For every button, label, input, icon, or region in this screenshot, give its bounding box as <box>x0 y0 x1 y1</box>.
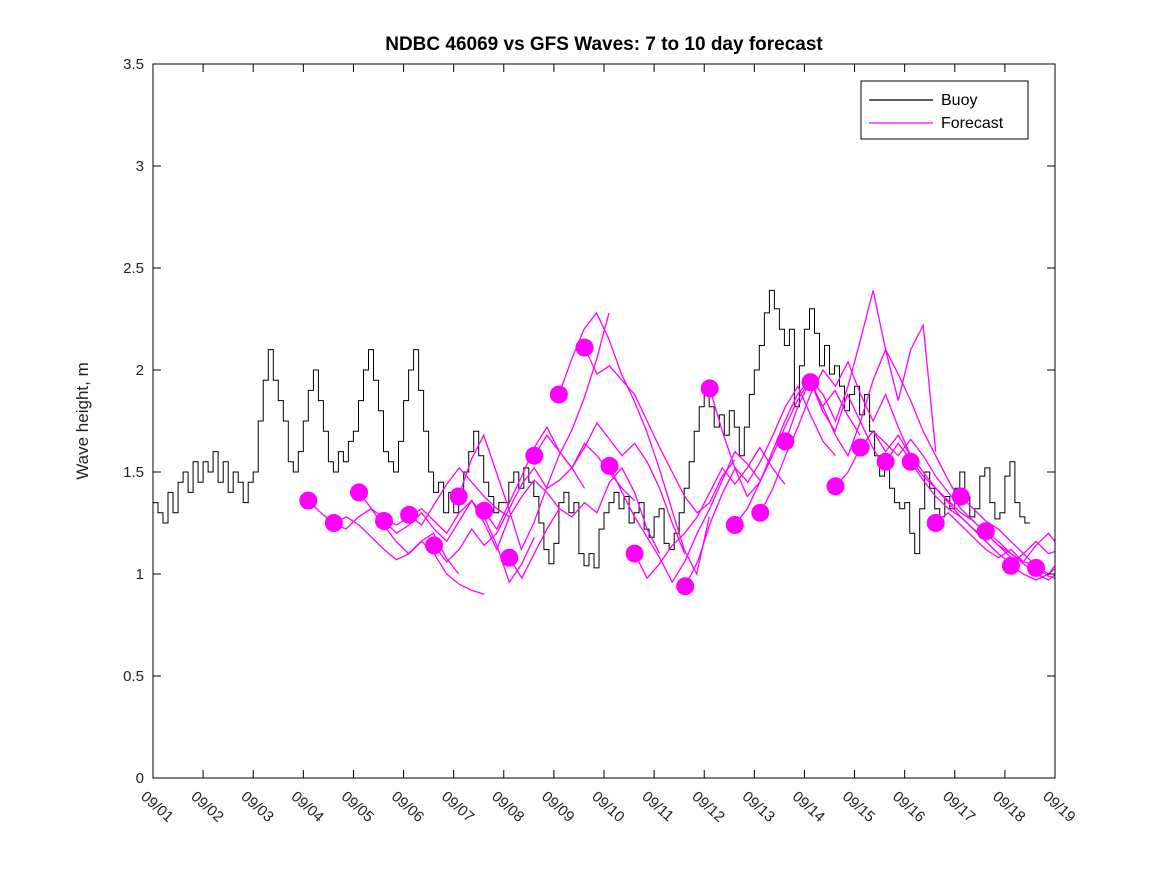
x-tick-label: 09/07 <box>438 788 477 826</box>
y-axis-label: Wave height, m <box>73 362 92 479</box>
forecast-run-line <box>1010 565 1056 581</box>
x-tick-label: 09/19 <box>1039 788 1078 826</box>
forecast-start-marker <box>475 501 494 520</box>
buoy-series-line <box>153 289 1030 569</box>
x-tick-label: 09/06 <box>388 788 427 826</box>
plot-layer: 09/01 09/02 09/03 09/04 09/05 09/06 09/07 09/08… <box>123 56 1078 826</box>
x-tick-label: 09/13 <box>739 788 778 826</box>
forecast-start-marker <box>299 491 318 510</box>
x-tick-label: 09/16 <box>889 788 928 826</box>
forecast-run-line <box>784 290 937 452</box>
x-tick-label: 09/01 <box>137 788 176 826</box>
legend-box <box>860 80 1029 140</box>
forecast-start-marker <box>1001 556 1020 575</box>
forecast-run-line <box>408 466 560 526</box>
x-tick-label: 09/08 <box>488 788 527 826</box>
legend-forecast-label: Forecast <box>941 115 1004 132</box>
forecast-start-marker <box>751 503 770 522</box>
forecast-start-marker <box>449 487 468 506</box>
x-tick-label: 09/02 <box>187 788 226 826</box>
forecast-start-marker <box>976 522 995 541</box>
forecast-start-marker <box>600 456 619 475</box>
y-tick-label: 0 <box>136 770 144 787</box>
y-tick-label: 3.5 <box>123 56 144 73</box>
y-tick-label: 1.5 <box>123 464 144 481</box>
forecast-start-marker <box>500 548 519 567</box>
forecast-start-marker <box>801 373 820 392</box>
x-tick-label: 09/04 <box>288 788 327 826</box>
forecast-run-line <box>583 347 736 514</box>
x-tick-label: 09/03 <box>238 788 277 826</box>
forecast-start-marker <box>851 438 870 457</box>
forecast-start-marker <box>901 452 920 471</box>
forecast-run-line <box>383 499 535 584</box>
forecast-start-marker <box>324 514 343 532</box>
forecast-start-marker <box>776 432 795 451</box>
x-tick-label: 09/14 <box>789 788 828 826</box>
y-tick-label: 1 <box>136 566 144 583</box>
forecast-start-marker <box>549 385 568 404</box>
forecast-run-line <box>458 312 610 552</box>
forecast-start-marker <box>425 536 444 555</box>
forecast-run-line <box>533 421 686 554</box>
forecast-start-marker <box>676 577 695 596</box>
forecast-run-line <box>508 466 661 580</box>
x-tick-label: 09/05 <box>338 788 377 826</box>
y-tick-label: 2 <box>136 362 144 379</box>
forecast-start-marker <box>575 338 594 357</box>
x-tick-label: 09/10 <box>588 788 627 826</box>
legend-buoy-label: Buoy <box>941 92 977 109</box>
y-tick-label: 3 <box>136 158 144 175</box>
forecast-start-marker <box>725 516 744 534</box>
forecast-start-marker <box>926 514 945 532</box>
forecast-run-line <box>935 511 1056 563</box>
x-tick-label: 09/17 <box>939 788 978 826</box>
forecast-start-marker <box>876 452 895 471</box>
x-tick-label: 09/15 <box>839 788 878 826</box>
forecast-run-line <box>333 516 485 596</box>
x-tick-label: 09/12 <box>689 788 728 826</box>
y-tick-label: 2.5 <box>123 260 144 277</box>
forecast-start-marker <box>400 505 419 524</box>
forecast-start-marker <box>350 483 368 502</box>
forecast-run-line <box>910 461 1056 565</box>
forecast-run-line <box>809 348 962 503</box>
forecast-start-marker <box>700 379 719 398</box>
forecast-run-line <box>608 450 761 584</box>
forecast-run-line <box>558 311 710 576</box>
x-tick-label: 09/18 <box>989 788 1028 826</box>
x-tick-label: 09/09 <box>538 788 577 826</box>
forecast-run-line <box>985 530 1056 581</box>
forecast-run-line <box>709 379 861 498</box>
forecast-start-marker <box>375 512 393 530</box>
forecast-start-marker <box>951 487 970 506</box>
forecast-start-marker <box>625 544 644 563</box>
forecast-run-line <box>759 360 912 514</box>
y-tick-label: 0.5 <box>123 668 144 685</box>
forecast-start-marker <box>826 477 845 496</box>
legend: Buoy Forecast <box>860 80 1029 140</box>
forecast-run-line <box>684 384 836 587</box>
forecast-start-marker <box>1027 558 1045 577</box>
x-tick-label: 09/11 <box>638 788 676 825</box>
forecast-run-line <box>634 446 786 580</box>
forecast-start-marker <box>525 446 544 465</box>
chart-title: NDBC 46069 vs GFS Waves: 7 to 10 day for… <box>385 34 823 55</box>
